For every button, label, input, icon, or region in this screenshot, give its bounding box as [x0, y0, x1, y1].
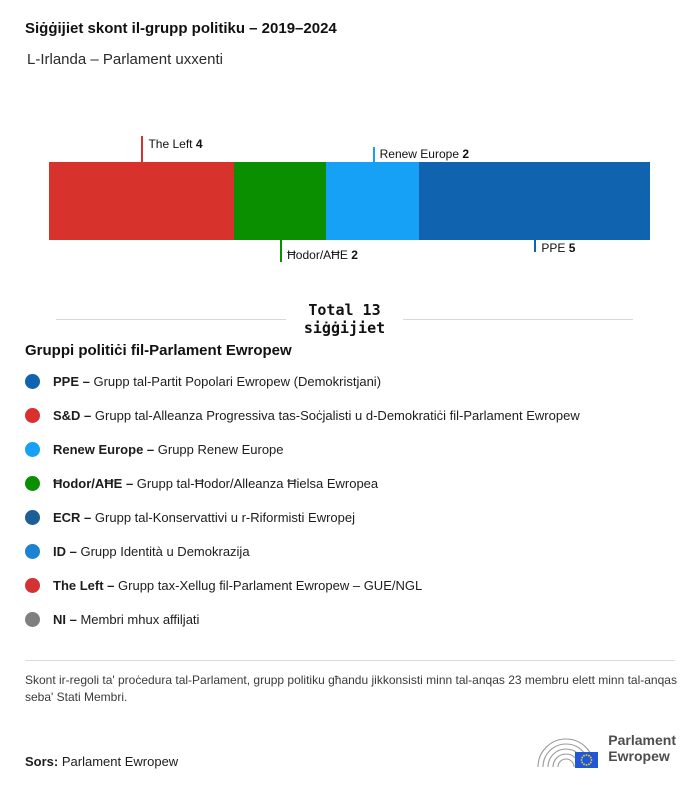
- legend-label: NI – Membri mhux affiljati: [53, 611, 200, 627]
- leader-line: [534, 240, 537, 252]
- logo-wordmark: Parlament Ewropew: [608, 732, 676, 764]
- bar-callout-label: Ħodor/AĦE 2: [287, 248, 358, 262]
- footnote-divider: [25, 660, 675, 661]
- bar-segment-the-left[interactable]: [49, 162, 234, 240]
- stacked-seat-bar: [49, 162, 650, 240]
- bar-segment-hodor-ahe[interactable]: [233, 162, 327, 240]
- bar-segment-renew-europe[interactable]: [326, 162, 419, 240]
- legend-item-id: ID – Grupp Identità u Demokrazija: [25, 534, 690, 568]
- political-groups-legend: PPE – Grupp tal-Partit Popolari Ewropew …: [25, 364, 690, 636]
- hemicycle-eu-flag-icon: [537, 738, 599, 768]
- legend-item-sd: S&D – Grupp tal-Alleanza Progressiva tas…: [25, 398, 690, 432]
- legend-item-hodor-ahe: Ħodor/AĦE – Grupp tal-Ħodor/Alleanza Ħie…: [25, 466, 690, 500]
- legend-label: Ħodor/AĦE – Grupp tal-Ħodor/Alleanza Ħie…: [53, 475, 379, 491]
- total-seats-divider: Total 13 siġġijiet: [56, 301, 633, 337]
- legend-label: Renew Europe – Grupp Renew Europe: [53, 441, 284, 457]
- ni-color-dot: [25, 611, 40, 627]
- page-subtitle: L-Irlanda – Parlament uxxenti: [27, 51, 223, 68]
- legend-item-ecr: ECR – Grupp tal-Konservattivi u r-Riform…: [25, 500, 690, 534]
- legend-heading: Gruppi politiċi fil-Parlament Ewropew: [25, 342, 292, 359]
- leader-line: [141, 136, 144, 162]
- source-line: Sors: Parlament Ewropew: [25, 754, 178, 769]
- id-color-dot: [25, 543, 40, 559]
- legend-label: ID – Grupp Identità u Demokrazija: [53, 543, 250, 559]
- bar-callout-label: The Left 4: [148, 137, 203, 151]
- total-seats-label: Total 13 siġġijiet: [303, 301, 386, 337]
- divider-line-right: [403, 318, 633, 320]
- legend-item-ppe: PPE – Grupp tal-Partit Popolari Ewropew …: [25, 364, 690, 398]
- legend-label: PPE – Grupp tal-Partit Popolari Ewropew …: [53, 373, 382, 389]
- hodor-ahe-color-dot: [25, 475, 40, 491]
- sd-color-dot: [25, 407, 40, 423]
- european-parliament-logo: Parlament Ewropew: [534, 726, 676, 770]
- bar-callout-label: PPE 5: [541, 241, 576, 255]
- ppe-color-dot: [25, 373, 40, 389]
- legend-label: ECR – Grupp tal-Konservattivi u r-Riform…: [53, 509, 355, 525]
- legend-item-ni: NI – Membri mhux affiljati: [25, 602, 690, 636]
- divider-line-left: [56, 318, 286, 320]
- bar-callout-the-left: The Left 4: [141, 136, 203, 162]
- leader-line: [280, 240, 283, 262]
- bar-segment-ppe[interactable]: [418, 162, 650, 240]
- legend-item-the-left: The Left – Grupp tax-Xellug fil-Parlamen…: [25, 568, 690, 602]
- source-value: Parlament Ewropew: [61, 754, 179, 769]
- bar-callout-hodor-ahe: Ħodor/AĦE 2: [280, 240, 358, 262]
- source-label: Sors:: [25, 754, 59, 769]
- legend-item-renew-europe: Renew Europe – Grupp Renew Europe: [25, 432, 690, 466]
- page-title: Siġġijiet skont il-grupp politiku – 2019…: [25, 20, 337, 37]
- ecr-color-dot: [25, 509, 40, 525]
- seat-chart: The Left 4 Renew Europe 2 Ħodor/AĦE 2 PP…: [49, 130, 650, 270]
- footnote-text: Skont ir-regoli ta' proċedura tal-Parlam…: [25, 673, 677, 704]
- renew-color-dot: [25, 441, 40, 457]
- legend-label: The Left – Grupp tax-Xellug fil-Parlamen…: [53, 577, 423, 593]
- leader-line: [372, 147, 375, 162]
- bar-callout-renew-europe: Renew Europe 2: [372, 147, 470, 162]
- the-left-color-dot: [25, 577, 40, 593]
- bar-callout-ppe: PPE 5: [534, 240, 575, 255]
- bar-callout-label: Renew Europe 2: [379, 147, 470, 161]
- legend-label: S&D – Grupp tal-Alleanza Progressiva tas…: [53, 407, 580, 423]
